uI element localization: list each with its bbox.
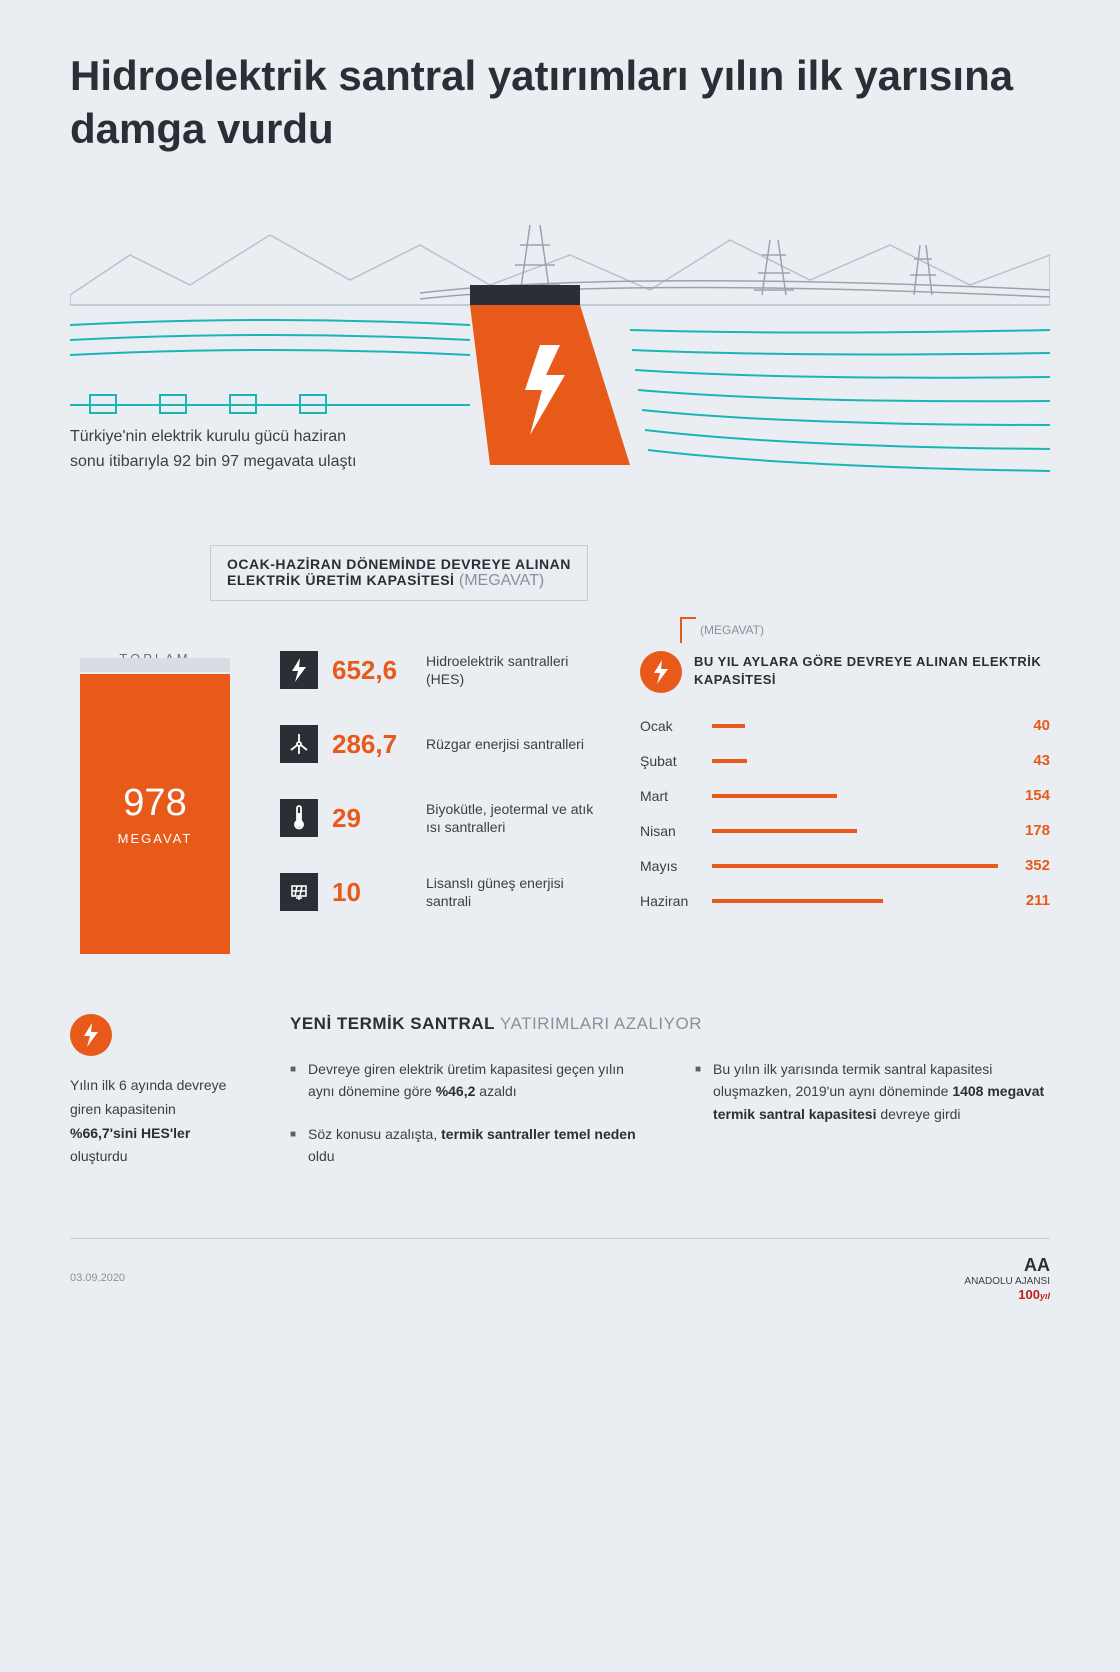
month-bar	[712, 794, 837, 798]
total-unit: MEGAVAT	[118, 831, 193, 846]
month-name: Ocak	[640, 718, 700, 734]
thermo-icon	[280, 799, 318, 837]
month-value: 352	[1010, 857, 1050, 874]
agency-credit: AA ANADOLU AJANSI 100yıl	[964, 1255, 1050, 1302]
source-value: 652,6	[332, 655, 412, 686]
month-value: 154	[1010, 787, 1050, 804]
sources-list: 652,6 Hidroelektrik santralleri (HES) 286,…	[280, 651, 600, 947]
month-value: 43	[1010, 752, 1050, 769]
month-bar	[712, 724, 745, 728]
total-value: 978	[123, 782, 186, 825]
bolt-icon	[70, 1014, 112, 1056]
source-value: 10	[332, 877, 412, 908]
source-row: 652,6 Hidroelektrik santralleri (HES)	[280, 651, 600, 689]
section-label: OCAK-HAZİRAN DÖNEMİNDE DEVREYE ALINAN EL…	[210, 545, 588, 601]
month-name: Mayıs	[640, 858, 700, 874]
source-name: Biyokütle, jeotermal ve atık ısı santral…	[426, 800, 600, 836]
agency-logo-icon: AA	[964, 1255, 1050, 1276]
source-row: 29 Biyokütle, jeotermal ve atık ısı santr…	[280, 799, 600, 837]
bullet-item: Bu yılın ilk yarısında termik santral ka…	[695, 1058, 1050, 1125]
bolt-icon	[280, 651, 318, 689]
month-value: 178	[1010, 822, 1050, 839]
month-row: Nisan 178	[640, 822, 1050, 839]
bolt-icon	[640, 651, 682, 693]
source-value: 29	[332, 803, 412, 834]
bullet-column: Bu yılın ilk yarısında termik santral ka…	[695, 1058, 1050, 1188]
source-name: Hidroelektrik santralleri (HES)	[426, 652, 600, 688]
month-name: Haziran	[640, 893, 700, 909]
source-row: 10 Lisanslı güneş enerjisi santrali	[280, 873, 600, 911]
source-row: 286,7 Rüzgar enerjisi santralleri	[280, 725, 600, 763]
month-row: Mart 154	[640, 787, 1050, 804]
hero-illustration: Türkiye'nin elektrik kurulu gücü haziran…	[70, 185, 1050, 505]
month-name: Mart	[640, 788, 700, 804]
wind-icon	[280, 725, 318, 763]
month-row: Ocak 40	[640, 717, 1050, 734]
highlight-stat: Yılın ilk 6 ayında devreye giren kapasit…	[70, 1014, 240, 1188]
month-row: Mayıs 352	[640, 857, 1050, 874]
source-value: 286,7	[332, 729, 412, 760]
bullet-item: Devreye giren elektrik üretim kapasitesi…	[290, 1058, 645, 1103]
monthly-title: BU YIL AYLARA GÖRE DEVREYE ALINAN ELEKTR…	[694, 653, 1050, 689]
footer: 03.09.2020 AA ANADOLU AJANSI 100yıl	[70, 1238, 1050, 1302]
month-name: Nisan	[640, 823, 700, 839]
source-name: Lisanslı güneş enerjisi santrali	[426, 874, 600, 910]
bullet-item: Söz konusu azalışta, termik santraller t…	[290, 1123, 645, 1168]
month-name: Şubat	[640, 753, 700, 769]
footer-date: 03.09.2020	[70, 1272, 125, 1284]
page-title: Hidroelektrik santral yatırımları yılın …	[70, 50, 1050, 155]
monthly-block: (MEGAVAT) BU YIL AYLARA GÖRE DEVREYE ALI…	[640, 651, 1050, 927]
month-bar	[712, 829, 857, 833]
subsection-title: YENİ TERMİK SANTRAL YATIRIMLARI AZALIYOR	[290, 1014, 1050, 1034]
month-value: 211	[1010, 892, 1050, 909]
total-block: TOPLAM 978 MEGAVAT	[70, 651, 240, 954]
month-bar	[712, 899, 883, 903]
monthly-unit: (MEGAVAT)	[700, 623, 764, 637]
month-row: Şubat 43	[640, 752, 1050, 769]
intro-text: Türkiye'nin elektrik kurulu gücü haziran…	[70, 424, 370, 475]
month-row: Haziran 211	[640, 892, 1050, 909]
source-name: Rüzgar enerjisi santralleri	[426, 735, 584, 753]
bullet-column: Devreye giren elektrik üretim kapasitesi…	[290, 1058, 645, 1188]
month-bar	[712, 759, 747, 763]
solar-icon	[280, 873, 318, 911]
month-bar	[712, 864, 998, 868]
month-value: 40	[1010, 717, 1050, 734]
